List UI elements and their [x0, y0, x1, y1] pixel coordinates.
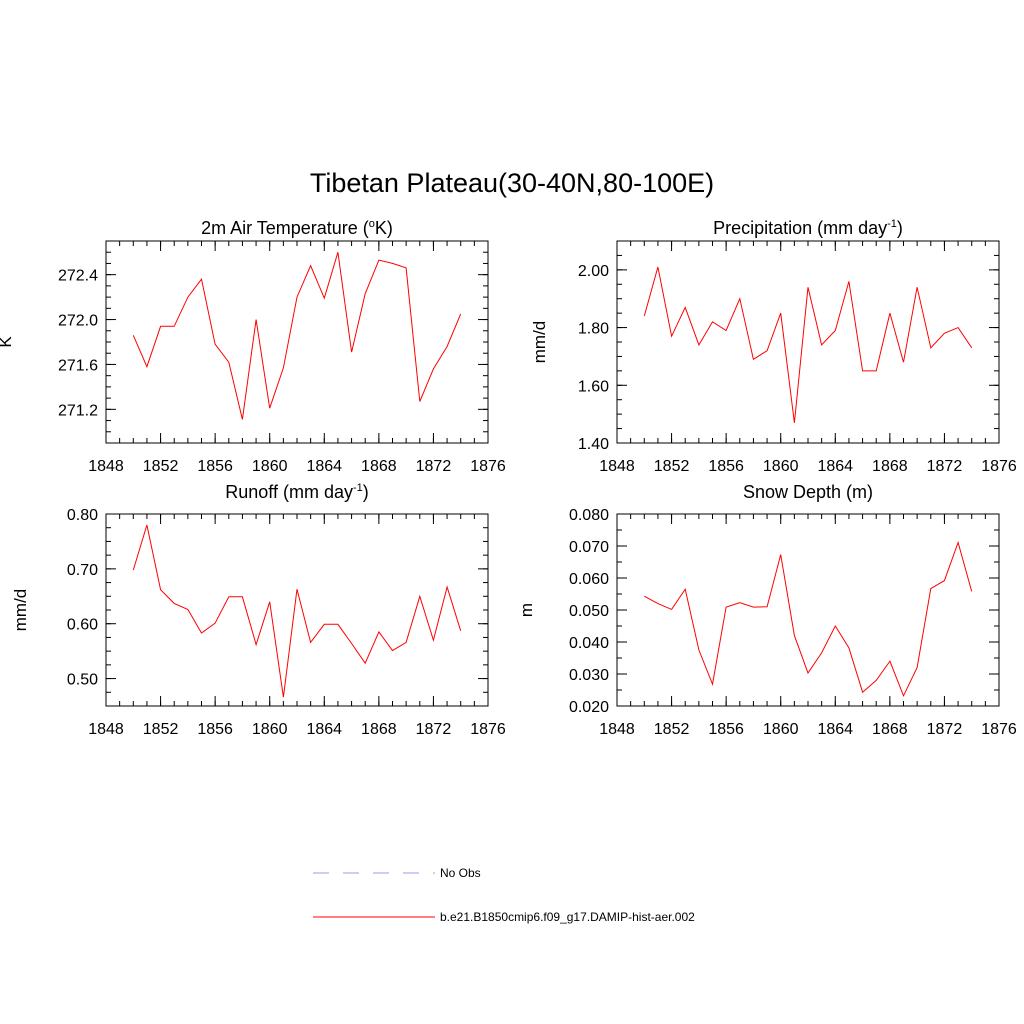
y-tick-label: 0.060 — [569, 571, 609, 588]
x-tick-label: 1848 — [88, 721, 124, 738]
y-tick-label: 272.4 — [58, 268, 98, 285]
panel-title-superscript: o — [368, 218, 375, 230]
panel-title-temperature: 2m Air Temperature (oK) — [102, 218, 492, 239]
plot-frame — [616, 240, 1000, 444]
x-tick-label: 1868 — [872, 721, 908, 738]
y-tick-label: 0.020 — [569, 699, 609, 716]
panel-4: 1848 1852 1856 1860 1864 1868 1872 1876 0.020 0.0… — [517, 507, 1017, 738]
x-tick-label: 1848 — [599, 458, 635, 475]
legend-label: b.e21.B1850cmip6.f09_g17.DAMIP-hist-aer.… — [440, 910, 695, 924]
panel-1: 1848 1852 1856 1860 1864 1868 1872 1876 271.2 271… — [0, 240, 506, 475]
x-tick-label: 1872 — [416, 458, 452, 475]
plot-frame — [616, 513, 1000, 707]
x-tick-label: 1876 — [470, 721, 506, 738]
y-tick-label: 0.030 — [569, 667, 609, 684]
x-tick-label: 1848 — [88, 458, 124, 475]
x-tick-label: 1856 — [708, 721, 744, 738]
y-tick-label: 1.40 — [578, 436, 609, 453]
y-tick-label: 271.2 — [58, 402, 98, 419]
x-tick-label: 1860 — [763, 721, 799, 738]
series-line — [644, 540, 973, 698]
legend-label: No Obs — [440, 866, 481, 880]
x-tick-label: 1860 — [252, 458, 288, 475]
panel-title-tail: ) — [362, 482, 369, 502]
panel-title-tail: K) — [374, 218, 393, 238]
y-tick-label: 0.60 — [67, 617, 98, 634]
series-line — [132, 252, 462, 420]
panel-title-superscript: -1 — [352, 482, 363, 494]
panel-title-text: Precipitation (mm day — [713, 218, 888, 238]
y-axis-label: mm/d — [530, 321, 549, 364]
y-tick-label: 0.70 — [67, 562, 98, 579]
chart-panels: 1848 1852 1856 1860 1864 1868 1872 1876 271.2 271… — [0, 240, 1017, 738]
y-tick-label: 0.80 — [67, 507, 98, 524]
panel-title-tail: ) — [896, 218, 903, 238]
x-tick-label: 1876 — [470, 458, 506, 475]
panel-2: 1848 1852 1856 1860 1864 1868 1872 1876 1.40 1.60… — [530, 240, 1017, 475]
panel-title-superscript: -1 — [887, 218, 897, 230]
panel-title-precipitation: Precipitation (mm day-1) — [613, 218, 1003, 239]
y-tick-label: 0.080 — [569, 507, 609, 524]
x-tick-label: 1856 — [708, 458, 744, 475]
series-line — [643, 266, 973, 423]
x-tick-label: 1872 — [416, 721, 452, 738]
x-tick-label: 1852 — [654, 721, 690, 738]
y-tick-label: 0.070 — [569, 539, 609, 556]
x-tick-label: 1868 — [872, 458, 908, 475]
y-tick-label: 0.040 — [569, 635, 609, 652]
plot-frame — [105, 240, 489, 444]
panel-3: 1848 1852 1856 1860 1864 1868 1872 1876 0.50 0.60… — [11, 507, 506, 738]
x-tick-label: 1868 — [361, 458, 397, 475]
x-tick-label: 1868 — [361, 721, 397, 738]
x-tick-label: 1876 — [981, 721, 1017, 738]
x-tick-label: 1852 — [143, 721, 179, 738]
x-tick-label: 1856 — [197, 721, 233, 738]
x-tick-label: 1864 — [306, 458, 342, 475]
x-tick-label: 1852 — [654, 458, 690, 475]
x-tick-label: 1860 — [252, 721, 288, 738]
x-tick-label: 1848 — [599, 721, 635, 738]
plot-frame — [105, 513, 489, 707]
y-tick-label: 0.50 — [67, 672, 98, 689]
y-tick-label: 1.80 — [578, 321, 609, 338]
main-title: Tibetan Plateau(30-40N,80-100E) — [309, 168, 715, 198]
panel-title-text: 2m Air Temperature ( — [201, 218, 369, 238]
y-tick-label: 2.00 — [578, 263, 609, 280]
x-tick-label: 1872 — [927, 721, 963, 738]
legend: No Obs b.e21.B1850cmip6.f09_g17.DAMIP-his… — [313, 866, 695, 924]
x-tick-label: 1864 — [817, 458, 853, 475]
panel-title-text: Snow Depth (m) — [742, 482, 874, 502]
y-tick-label: 271.6 — [58, 357, 98, 374]
y-axis-label: K — [0, 336, 15, 348]
panel-title-runoff: Runoff (mm day-1) — [102, 482, 492, 503]
y-tick-label: 0.050 — [569, 603, 609, 620]
y-axis-label: mm/d — [11, 589, 30, 632]
x-tick-label: 1876 — [981, 458, 1017, 475]
series-line — [132, 524, 462, 698]
x-tick-label: 1860 — [763, 458, 799, 475]
x-tick-label: 1856 — [197, 458, 233, 475]
panel-title-snow-depth: Snow Depth (m) — [613, 482, 1003, 503]
panel-title-text: Runoff (mm day — [225, 482, 353, 502]
y-tick-label: 1.60 — [578, 378, 609, 395]
y-axis-label: m — [517, 603, 536, 617]
x-tick-label: 1864 — [306, 721, 342, 738]
x-tick-label: 1872 — [927, 458, 963, 475]
x-tick-label: 1864 — [817, 721, 853, 738]
y-tick-label: 272.0 — [58, 313, 98, 330]
x-tick-label: 1852 — [143, 458, 179, 475]
